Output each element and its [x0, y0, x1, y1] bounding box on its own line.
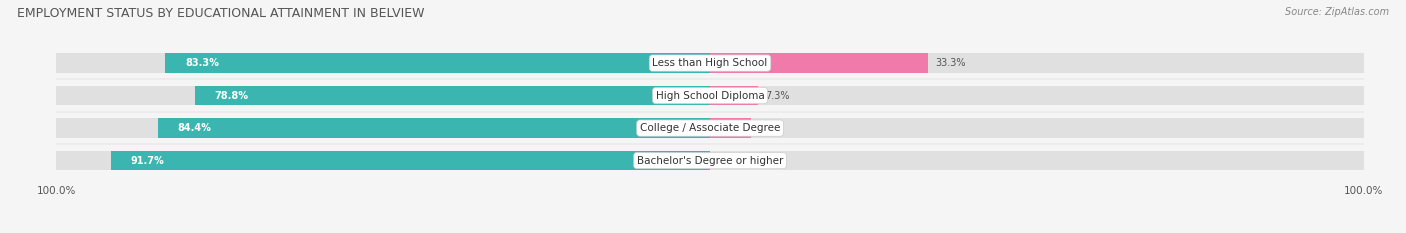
Text: 83.3%: 83.3% — [186, 58, 219, 68]
Bar — [710, 86, 758, 105]
Text: Bachelor's Degree or higher: Bachelor's Degree or higher — [637, 156, 783, 166]
Text: College / Associate Degree: College / Associate Degree — [640, 123, 780, 133]
Text: 6.2%: 6.2% — [758, 123, 783, 133]
Bar — [159, 118, 710, 138]
Text: 7.3%: 7.3% — [766, 91, 790, 101]
Text: EMPLOYMENT STATUS BY EDUCATIONAL ATTAINMENT IN BELVIEW: EMPLOYMENT STATUS BY EDUCATIONAL ATTAINM… — [17, 7, 425, 20]
Bar — [710, 53, 1364, 73]
Bar — [56, 151, 710, 170]
Text: 91.7%: 91.7% — [131, 156, 165, 166]
Text: High School Diploma: High School Diploma — [655, 91, 765, 101]
Bar — [710, 118, 1364, 138]
Text: 78.8%: 78.8% — [215, 91, 249, 101]
Bar — [710, 86, 1364, 105]
Bar — [56, 118, 710, 138]
Bar — [56, 86, 710, 105]
Bar — [710, 151, 1364, 170]
Bar — [710, 118, 751, 138]
Text: Source: ZipAtlas.com: Source: ZipAtlas.com — [1285, 7, 1389, 17]
Bar — [56, 53, 710, 73]
Text: 84.4%: 84.4% — [177, 123, 212, 133]
Text: 0.0%: 0.0% — [718, 156, 742, 166]
Bar — [166, 53, 710, 73]
Bar — [111, 151, 710, 170]
Bar — [710, 53, 928, 73]
Text: Less than High School: Less than High School — [652, 58, 768, 68]
Text: 33.3%: 33.3% — [935, 58, 966, 68]
Bar — [195, 86, 710, 105]
